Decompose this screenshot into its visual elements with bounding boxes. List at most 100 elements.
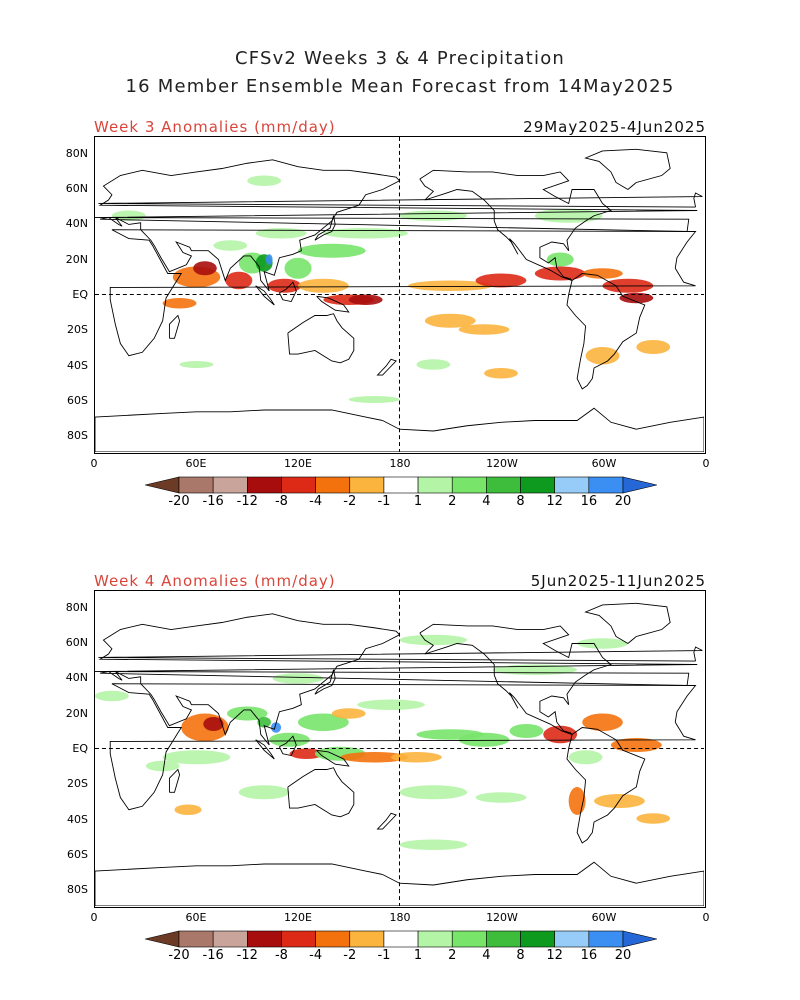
- precip-anomaly-area: [475, 792, 527, 803]
- coastline: [95, 407, 704, 452]
- colorbar-swatch: [554, 476, 590, 494]
- colorbar-tick-label: 4: [482, 494, 491, 509]
- colorbar-swatch: [520, 930, 555, 948]
- colorbar-tick-label: -4: [309, 494, 323, 509]
- precip-anomaly-area: [619, 292, 654, 304]
- colorbar-tick-label: 1: [413, 948, 423, 963]
- precip-anomaly-area: [509, 724, 544, 738]
- precip-anomaly-area: [348, 396, 400, 404]
- precip-anomaly-area: [298, 713, 349, 731]
- colorbar-tick-label: -12: [236, 948, 258, 963]
- precip-anomaly-area: [270, 722, 282, 733]
- colorbar-swatch: [383, 476, 419, 494]
- lat-tick-label: 80S: [67, 429, 88, 443]
- lat-tick-label: 60S: [67, 394, 88, 407]
- colorbar-right-triangle: [622, 930, 657, 948]
- colorbar-swatch: [588, 930, 624, 948]
- week3-date-range: 29May2025-4Jun2025: [523, 118, 706, 136]
- colorbar-swatch: [281, 476, 316, 494]
- lon-tick-label: 120E: [284, 911, 312, 924]
- colorbar-tick-label: 20: [614, 948, 632, 963]
- colorbar-tick-label: -2: [343, 948, 357, 963]
- colorbar-tick-label: 2: [448, 948, 457, 963]
- lon-tick-label: 60W: [591, 911, 617, 924]
- coastline: [419, 169, 612, 281]
- lat-tick-label: EQ: [72, 288, 88, 301]
- precip-anomaly-area: [585, 347, 620, 365]
- colorbar-swatch: [486, 476, 521, 494]
- colorbar-tick-label: -16: [202, 494, 224, 509]
- precip-anomaly-area: [568, 750, 603, 765]
- precip-anomaly-area: [179, 361, 214, 368]
- precip-anomaly-area: [162, 298, 197, 309]
- coastline: [287, 767, 355, 818]
- lon-tick-label: 180: [389, 457, 411, 470]
- coastline: [95, 613, 698, 746]
- lon-tick-label: 0: [90, 911, 98, 924]
- colorbar-left-triangle: [145, 476, 180, 494]
- colorbar-svg: [145, 476, 657, 494]
- precip-anomaly-area: [95, 690, 129, 702]
- colorbar-tick-label: -8: [274, 948, 288, 963]
- precip-anomaly-area: [484, 368, 518, 379]
- week4-date-range: 5Jun2025-11Jun2025: [530, 572, 706, 590]
- coastline: [566, 273, 646, 390]
- colorbar-swatch: [451, 476, 487, 494]
- precip-anomaly-area: [162, 750, 231, 765]
- colorbar-swatch: [315, 476, 351, 494]
- coastline: [109, 683, 697, 811]
- lon-tick-label: 60E: [185, 911, 207, 924]
- precip-anomaly-area: [543, 725, 578, 744]
- colorbar-tick-label: -8: [274, 494, 288, 509]
- colorbar-swatch: [212, 476, 248, 494]
- precip-anomaly-area: [391, 752, 442, 763]
- precip-anomaly-area: [399, 210, 468, 221]
- lon-tick-label: 60W: [591, 457, 617, 470]
- precip-anomaly-area: [577, 638, 628, 649]
- chart-title-line1: CFSv2 Weeks 3 & 4 Precipitation: [234, 48, 566, 69]
- colorbar-swatch: [247, 930, 282, 948]
- colorbar-swatch: [486, 930, 521, 948]
- lon-tick-label: 180: [389, 911, 411, 924]
- colorbar-swatch: [178, 930, 214, 948]
- precip-anomaly-area: [348, 294, 383, 305]
- precip-anomaly-area: [399, 634, 468, 646]
- lon-tick-label: 0: [702, 457, 710, 470]
- lat-tick-label: 80S: [67, 883, 88, 897]
- colorbar-swatch: [315, 930, 351, 948]
- colorbar-swatch: [451, 930, 487, 948]
- precip-anomaly-area: [255, 228, 307, 239]
- lat-tick-label: EQ: [72, 742, 88, 755]
- lon-tick-label: 120W: [486, 457, 518, 470]
- precip-anomaly-area: [546, 252, 574, 267]
- precip-anomaly-area: [399, 785, 468, 800]
- precip-anomaly-area: [226, 706, 268, 721]
- colorbar-swatch: [520, 476, 555, 494]
- colorbar-tick-label: -1: [377, 494, 391, 509]
- lat-tick-label: 60N: [65, 182, 88, 195]
- precip-anomaly-area: [323, 228, 408, 239]
- colorbar-tick-label: 2: [448, 494, 457, 509]
- precip-anomaly-area: [174, 804, 202, 815]
- lat-tick-label: 40S: [67, 358, 88, 372]
- precip-anomaly-area: [203, 717, 224, 731]
- coastline: [584, 602, 671, 644]
- map-svg: [95, 591, 704, 906]
- precip-anomaly-area: [289, 748, 324, 759]
- coastline: [278, 281, 297, 303]
- colorbar-swatch: [212, 930, 248, 948]
- precip-anomaly-area: [458, 732, 510, 747]
- coastline: [314, 215, 336, 241]
- precip-anomaly-area: [357, 699, 425, 710]
- lon-tick-label: 60E: [185, 457, 207, 470]
- colorbar-swatch: [281, 930, 316, 948]
- precip-anomaly-area: [111, 210, 146, 221]
- precip-anomaly-area: [534, 208, 603, 223]
- lat-tick-label: 40N: [65, 217, 88, 231]
- week3-map: [94, 136, 706, 454]
- colorbar-tick-label: -1: [377, 948, 391, 963]
- week4-panel-label: Week 4 Anomalies (mm/day): [94, 572, 336, 590]
- precip-anomaly-area: [225, 271, 253, 290]
- precip-anomaly-area: [636, 340, 671, 354]
- colorbar-svg: [145, 930, 657, 948]
